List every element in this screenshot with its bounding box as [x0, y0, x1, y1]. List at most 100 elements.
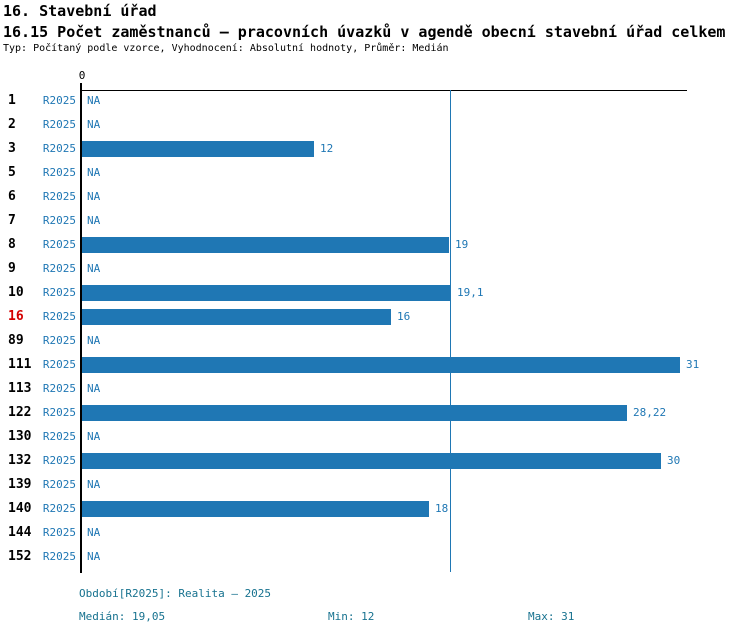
row-id-label: 140 — [8, 501, 32, 516]
value-bar — [82, 309, 391, 325]
footer-min: Min: 12 — [328, 610, 375, 623]
chart-row: 130 R2025 NA — [0, 425, 750, 449]
x-axis-line — [81, 90, 687, 91]
value-bar — [82, 405, 627, 421]
row-id-label: 152 — [8, 549, 32, 564]
value-bar — [82, 453, 661, 469]
chart-row: 89 R2025 NA — [0, 329, 750, 353]
chart-row: 9 R2025 NA — [0, 257, 750, 281]
row-period-label: R2025 — [42, 94, 76, 107]
bar-value-label: 18 — [435, 502, 449, 515]
row-period-label: R2025 — [42, 334, 76, 347]
chart-row: 1 R2025 NA — [0, 89, 750, 113]
chart-row: 144 R2025 NA — [0, 521, 750, 545]
chart-row: 132 R2025 30 — [0, 449, 750, 473]
row-na-label: NA — [87, 478, 101, 491]
row-id-label: 130 — [8, 429, 32, 444]
bar-value-label: 31 — [686, 358, 700, 371]
row-na-label: NA — [87, 190, 101, 203]
row-id-label: 5 — [8, 165, 16, 180]
row-period-label: R2025 — [42, 286, 76, 299]
row-id-label: 111 — [8, 357, 32, 372]
row-na-label: NA — [87, 382, 101, 395]
chart-row: 7 R2025 NA — [0, 209, 750, 233]
row-period-label: R2025 — [42, 406, 76, 419]
chart-row: 113 R2025 NA — [0, 377, 750, 401]
row-na-label: NA — [87, 94, 101, 107]
row-na-label: NA — [87, 526, 101, 539]
chart-row: 10 R2025 19,1 — [0, 281, 750, 305]
row-id-label: 139 — [8, 477, 32, 492]
chart-row: 2 R2025 NA — [0, 113, 750, 137]
row-period-label: R2025 — [42, 502, 76, 515]
footer-max: Max: 31 — [528, 610, 575, 623]
row-id-label: 3 — [8, 141, 16, 156]
row-period-label: R2025 — [42, 310, 76, 323]
row-period-label: R2025 — [42, 550, 76, 563]
chart-row: 152 R2025 NA — [0, 545, 750, 569]
row-id-label: 10 — [8, 285, 24, 300]
row-period-label: R2025 — [42, 454, 76, 467]
row-id-label: 2 — [8, 117, 16, 132]
row-period-label: R2025 — [42, 430, 76, 443]
footer-median: Medián: 19,05 — [79, 610, 166, 623]
bar-value-label: 30 — [667, 454, 681, 467]
row-id-label: 122 — [8, 405, 32, 420]
footer-period-info: Období[R2025]: Realita – 2025 — [79, 587, 272, 600]
chart-row: 140 R2025 18 — [0, 497, 750, 521]
row-na-label: NA — [87, 118, 101, 131]
chart-meta-info: Typ: Počítaný podle vzorce, Vyhodnocení:… — [3, 43, 449, 54]
value-bar — [82, 285, 451, 301]
row-id-label: 132 — [8, 453, 32, 468]
row-id-label: 89 — [8, 333, 24, 348]
row-period-label: R2025 — [42, 190, 76, 203]
row-id-label: 9 — [8, 261, 16, 276]
chart-title: 16.15 Počet zaměstnanců – pracovních úva… — [3, 23, 726, 41]
row-period-label: R2025 — [42, 262, 76, 275]
row-period-label: R2025 — [42, 358, 76, 371]
chart-row: 3 R2025 12 — [0, 137, 750, 161]
bar-value-label: 12 — [320, 142, 334, 155]
chart-row: 5 R2025 NA — [0, 161, 750, 185]
chart-row: 111 R2025 31 — [0, 353, 750, 377]
row-id-label: 6 — [8, 189, 16, 204]
chart-row: 8 R2025 19 — [0, 233, 750, 257]
chart-row: 16 R2025 16 — [0, 305, 750, 329]
row-na-label: NA — [87, 262, 101, 275]
row-id-label: 113 — [8, 381, 32, 396]
bar-value-label: 28,22 — [633, 406, 667, 419]
row-id-label: 1 — [8, 93, 16, 108]
chart-row: 122 R2025 28,22 — [0, 401, 750, 425]
bar-value-label: 16 — [397, 310, 411, 323]
value-bar — [82, 237, 449, 253]
axis-zero-label: 0 — [78, 69, 86, 82]
row-na-label: NA — [87, 550, 101, 563]
row-period-label: R2025 — [42, 166, 76, 179]
row-na-label: NA — [87, 334, 101, 347]
row-period-label: R2025 — [42, 526, 76, 539]
row-period-label: R2025 — [42, 214, 76, 227]
row-na-label: NA — [87, 166, 101, 179]
row-na-label: NA — [87, 214, 101, 227]
chart-row: 6 R2025 NA — [0, 185, 750, 209]
page-title: 16. Stavební úřad — [3, 2, 157, 20]
bar-value-label: 19,1 — [457, 286, 484, 299]
row-na-label: NA — [87, 430, 101, 443]
row-period-label: R2025 — [42, 382, 76, 395]
chart-row: 139 R2025 NA — [0, 473, 750, 497]
row-id-label: 144 — [8, 525, 32, 540]
row-id-label: 16 — [8, 309, 24, 324]
row-period-label: R2025 — [42, 478, 76, 491]
row-period-label: R2025 — [42, 142, 76, 155]
row-id-label: 7 — [8, 213, 16, 228]
median-line — [450, 90, 451, 572]
row-period-label: R2025 — [42, 118, 76, 131]
y-axis-line — [80, 83, 82, 573]
value-bar — [82, 141, 314, 157]
value-bar — [82, 501, 429, 517]
row-id-label: 8 — [8, 237, 16, 252]
row-period-label: R2025 — [42, 238, 76, 251]
bar-value-label: 19 — [455, 238, 469, 251]
